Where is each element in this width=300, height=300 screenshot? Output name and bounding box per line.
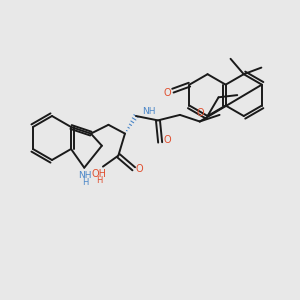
Text: OH: OH bbox=[92, 169, 106, 178]
Text: NH: NH bbox=[142, 106, 155, 116]
Text: O: O bbox=[163, 88, 171, 98]
Text: NH: NH bbox=[79, 171, 92, 180]
Text: H: H bbox=[82, 178, 88, 187]
Text: O: O bbox=[197, 109, 205, 118]
Text: O: O bbox=[136, 164, 144, 174]
Text: O: O bbox=[163, 135, 171, 146]
Text: H: H bbox=[96, 176, 102, 185]
